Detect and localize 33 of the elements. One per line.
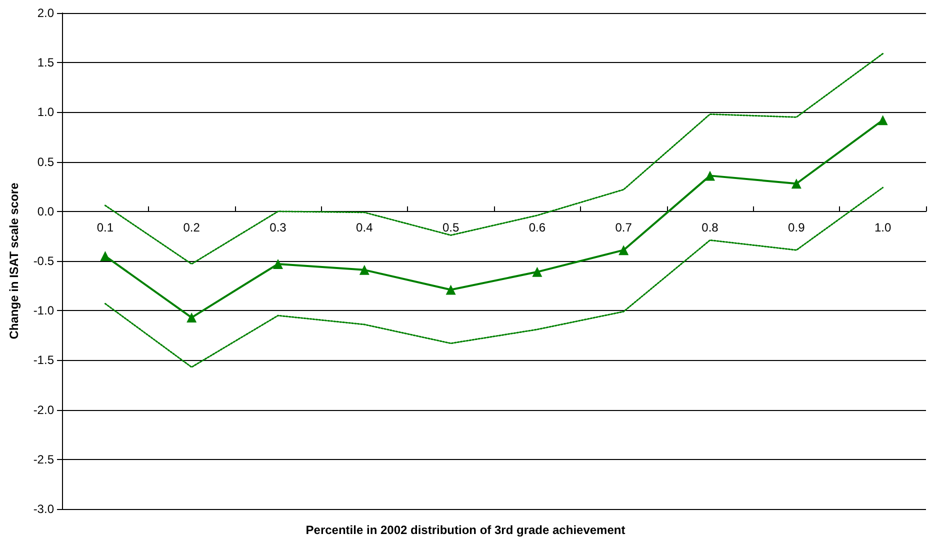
x-tick-label: 0.7 xyxy=(615,220,632,234)
point xyxy=(186,312,197,323)
point xyxy=(359,264,370,275)
point xyxy=(100,251,110,262)
y-tick-label: -1.5 xyxy=(33,353,54,368)
x-tick-label: 0.9 xyxy=(788,220,806,234)
y-tick-label: 1.0 xyxy=(37,105,54,120)
point xyxy=(878,115,888,126)
x-tick-label: 0.5 xyxy=(442,220,460,234)
y-tick-label: 2.0 xyxy=(37,6,54,20)
y-tick-label: -2.0 xyxy=(33,402,54,417)
point xyxy=(618,245,629,256)
y-tick-label: -2.5 xyxy=(33,452,54,466)
x-tick-label: 0.6 xyxy=(528,220,546,234)
point xyxy=(273,258,283,269)
x-tick-label: 0.8 xyxy=(702,220,719,234)
y-axis-title: Change in ISAT scale score xyxy=(7,182,21,340)
y-tick-label: 0.5 xyxy=(37,154,54,169)
point xyxy=(446,284,456,295)
y-tick-label: -3.0 xyxy=(33,502,54,516)
x-axis-title: Percentile in 2002 distribution of 3rd grade achievement xyxy=(306,523,626,537)
x-tick-label: 0.4 xyxy=(356,220,374,234)
y-tick-label: -1.0 xyxy=(33,304,54,318)
point xyxy=(791,178,802,189)
y-tick-label: 0.0 xyxy=(37,204,54,218)
y-tick-label: -0.5 xyxy=(33,254,54,268)
x-tick-label: 0.1 xyxy=(96,220,114,234)
y-tick-label: 1.5 xyxy=(37,56,54,70)
x-tick-label: 0.3 xyxy=(270,220,287,234)
point xyxy=(705,170,715,181)
x-tick-label: 0.2 xyxy=(183,220,200,234)
point xyxy=(532,266,542,277)
x-tick-label: 1.0 xyxy=(874,220,892,234)
